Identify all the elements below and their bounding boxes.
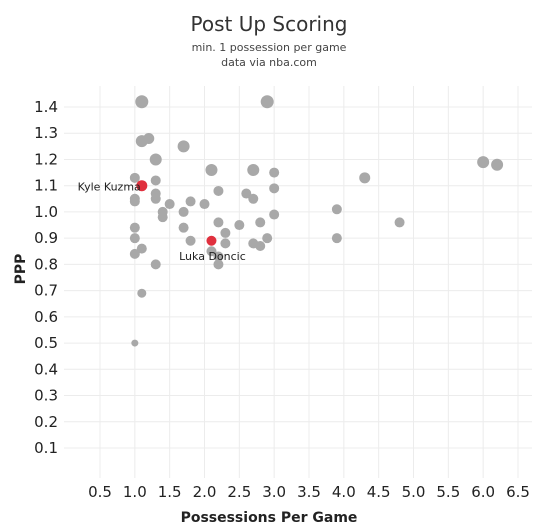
y-tick-label: 1.4 <box>34 98 58 116</box>
data-point <box>178 222 189 233</box>
data-point <box>220 238 231 249</box>
x-tick-label: 4.5 <box>367 483 391 501</box>
data-point <box>150 175 161 186</box>
data-point <box>255 241 266 252</box>
data-point <box>136 243 147 254</box>
x-tick-label: 6.0 <box>471 483 495 501</box>
data-point <box>248 193 259 204</box>
data-point <box>135 95 149 109</box>
y-tick-label: 0.5 <box>34 334 58 352</box>
y-tick-label: 1.0 <box>34 203 58 221</box>
y-tick-label: 1.1 <box>34 177 58 195</box>
y-tick-label: 0.6 <box>34 308 58 326</box>
x-tick-label: 5.0 <box>402 483 426 501</box>
y-tick-label: 0.8 <box>34 255 58 273</box>
point-annotation: Kyle Kuzma <box>78 181 141 194</box>
chart-subtitle-line-2: data via nba.com <box>221 56 317 69</box>
y-tick-label: 0.1 <box>34 439 58 457</box>
y-tick-label: 0.4 <box>34 360 58 378</box>
data-point <box>143 132 155 144</box>
y-axis-ticks: 0.1 0.2 0.3 0.4 0.5 0.6 0.7 0.8 0.9 1.0 1.1 1.2 1.3 1… <box>34 98 58 457</box>
data-point <box>331 204 342 215</box>
x-tick-label: 1.5 <box>158 483 182 501</box>
data-point <box>491 158 504 171</box>
x-tick-label: 5.5 <box>436 483 460 501</box>
data-point <box>255 217 266 228</box>
data-point <box>177 140 190 153</box>
y-axis-title: PPP <box>13 254 29 285</box>
data-point <box>206 246 217 257</box>
highlighted-point <box>136 180 148 192</box>
annotations: Kyle Kuzma Luka Doncic <box>78 181 246 263</box>
data-point <box>262 233 273 244</box>
data-point <box>185 235 196 246</box>
data-point <box>213 185 224 196</box>
data-point <box>331 233 342 244</box>
data-point <box>213 259 224 270</box>
x-tick-label: 1.0 <box>123 483 147 501</box>
x-tick-label: 3.5 <box>297 483 321 501</box>
data-point <box>241 188 252 199</box>
gridlines <box>64 86 532 478</box>
data-point <box>269 167 280 178</box>
y-tick-label: 0.9 <box>34 229 58 247</box>
data-point <box>129 172 140 183</box>
data-point <box>150 259 161 270</box>
data-point <box>157 212 168 223</box>
data-point <box>260 95 274 109</box>
x-tick-label: 3.0 <box>262 483 286 501</box>
data-point <box>129 196 140 207</box>
data-point <box>131 339 139 347</box>
data-point <box>150 193 161 204</box>
y-tick-label: 1.2 <box>34 150 58 168</box>
chart-title: Post Up Scoring <box>191 12 348 36</box>
x-tick-label: 6.5 <box>506 483 530 501</box>
data-point <box>199 199 210 210</box>
data-point <box>137 288 147 298</box>
data-point <box>477 156 490 169</box>
data-point <box>359 172 371 184</box>
data-points <box>129 95 504 347</box>
highlighted-point <box>206 235 217 246</box>
x-tick-label: 2.5 <box>227 483 251 501</box>
data-point <box>269 209 280 220</box>
data-point <box>164 199 175 210</box>
data-point <box>205 163 218 176</box>
y-tick-label: 1.3 <box>34 124 58 142</box>
y-tick-label: 0.3 <box>34 387 58 405</box>
data-point <box>178 206 189 217</box>
y-tick-label: 0.7 <box>34 282 58 300</box>
data-point <box>394 217 405 228</box>
data-point <box>269 183 280 194</box>
data-point <box>129 248 140 259</box>
data-point <box>129 222 140 233</box>
data-point <box>234 220 245 231</box>
data-point <box>149 153 162 166</box>
data-point <box>185 196 196 207</box>
data-point <box>213 217 224 228</box>
data-point <box>247 163 260 176</box>
data-point <box>213 251 224 262</box>
x-tick-label: 4.0 <box>332 483 356 501</box>
data-point <box>129 233 140 244</box>
y-tick-label: 0.2 <box>34 413 58 431</box>
x-axis-title: Possessions Per Game <box>181 510 358 526</box>
x-tick-label: 0.5 <box>88 483 112 501</box>
chart-subtitle-line-1: min. 1 possession per game <box>192 41 347 54</box>
data-point <box>220 227 231 238</box>
x-axis-ticks: 0.5 1.0 1.5 2.0 2.5 3.0 3.5 4.0 4.5 5.0 5.5 6.0 6.5 <box>88 483 530 501</box>
x-tick-label: 2.0 <box>193 483 217 501</box>
point-annotation: Luka Doncic <box>179 250 246 263</box>
